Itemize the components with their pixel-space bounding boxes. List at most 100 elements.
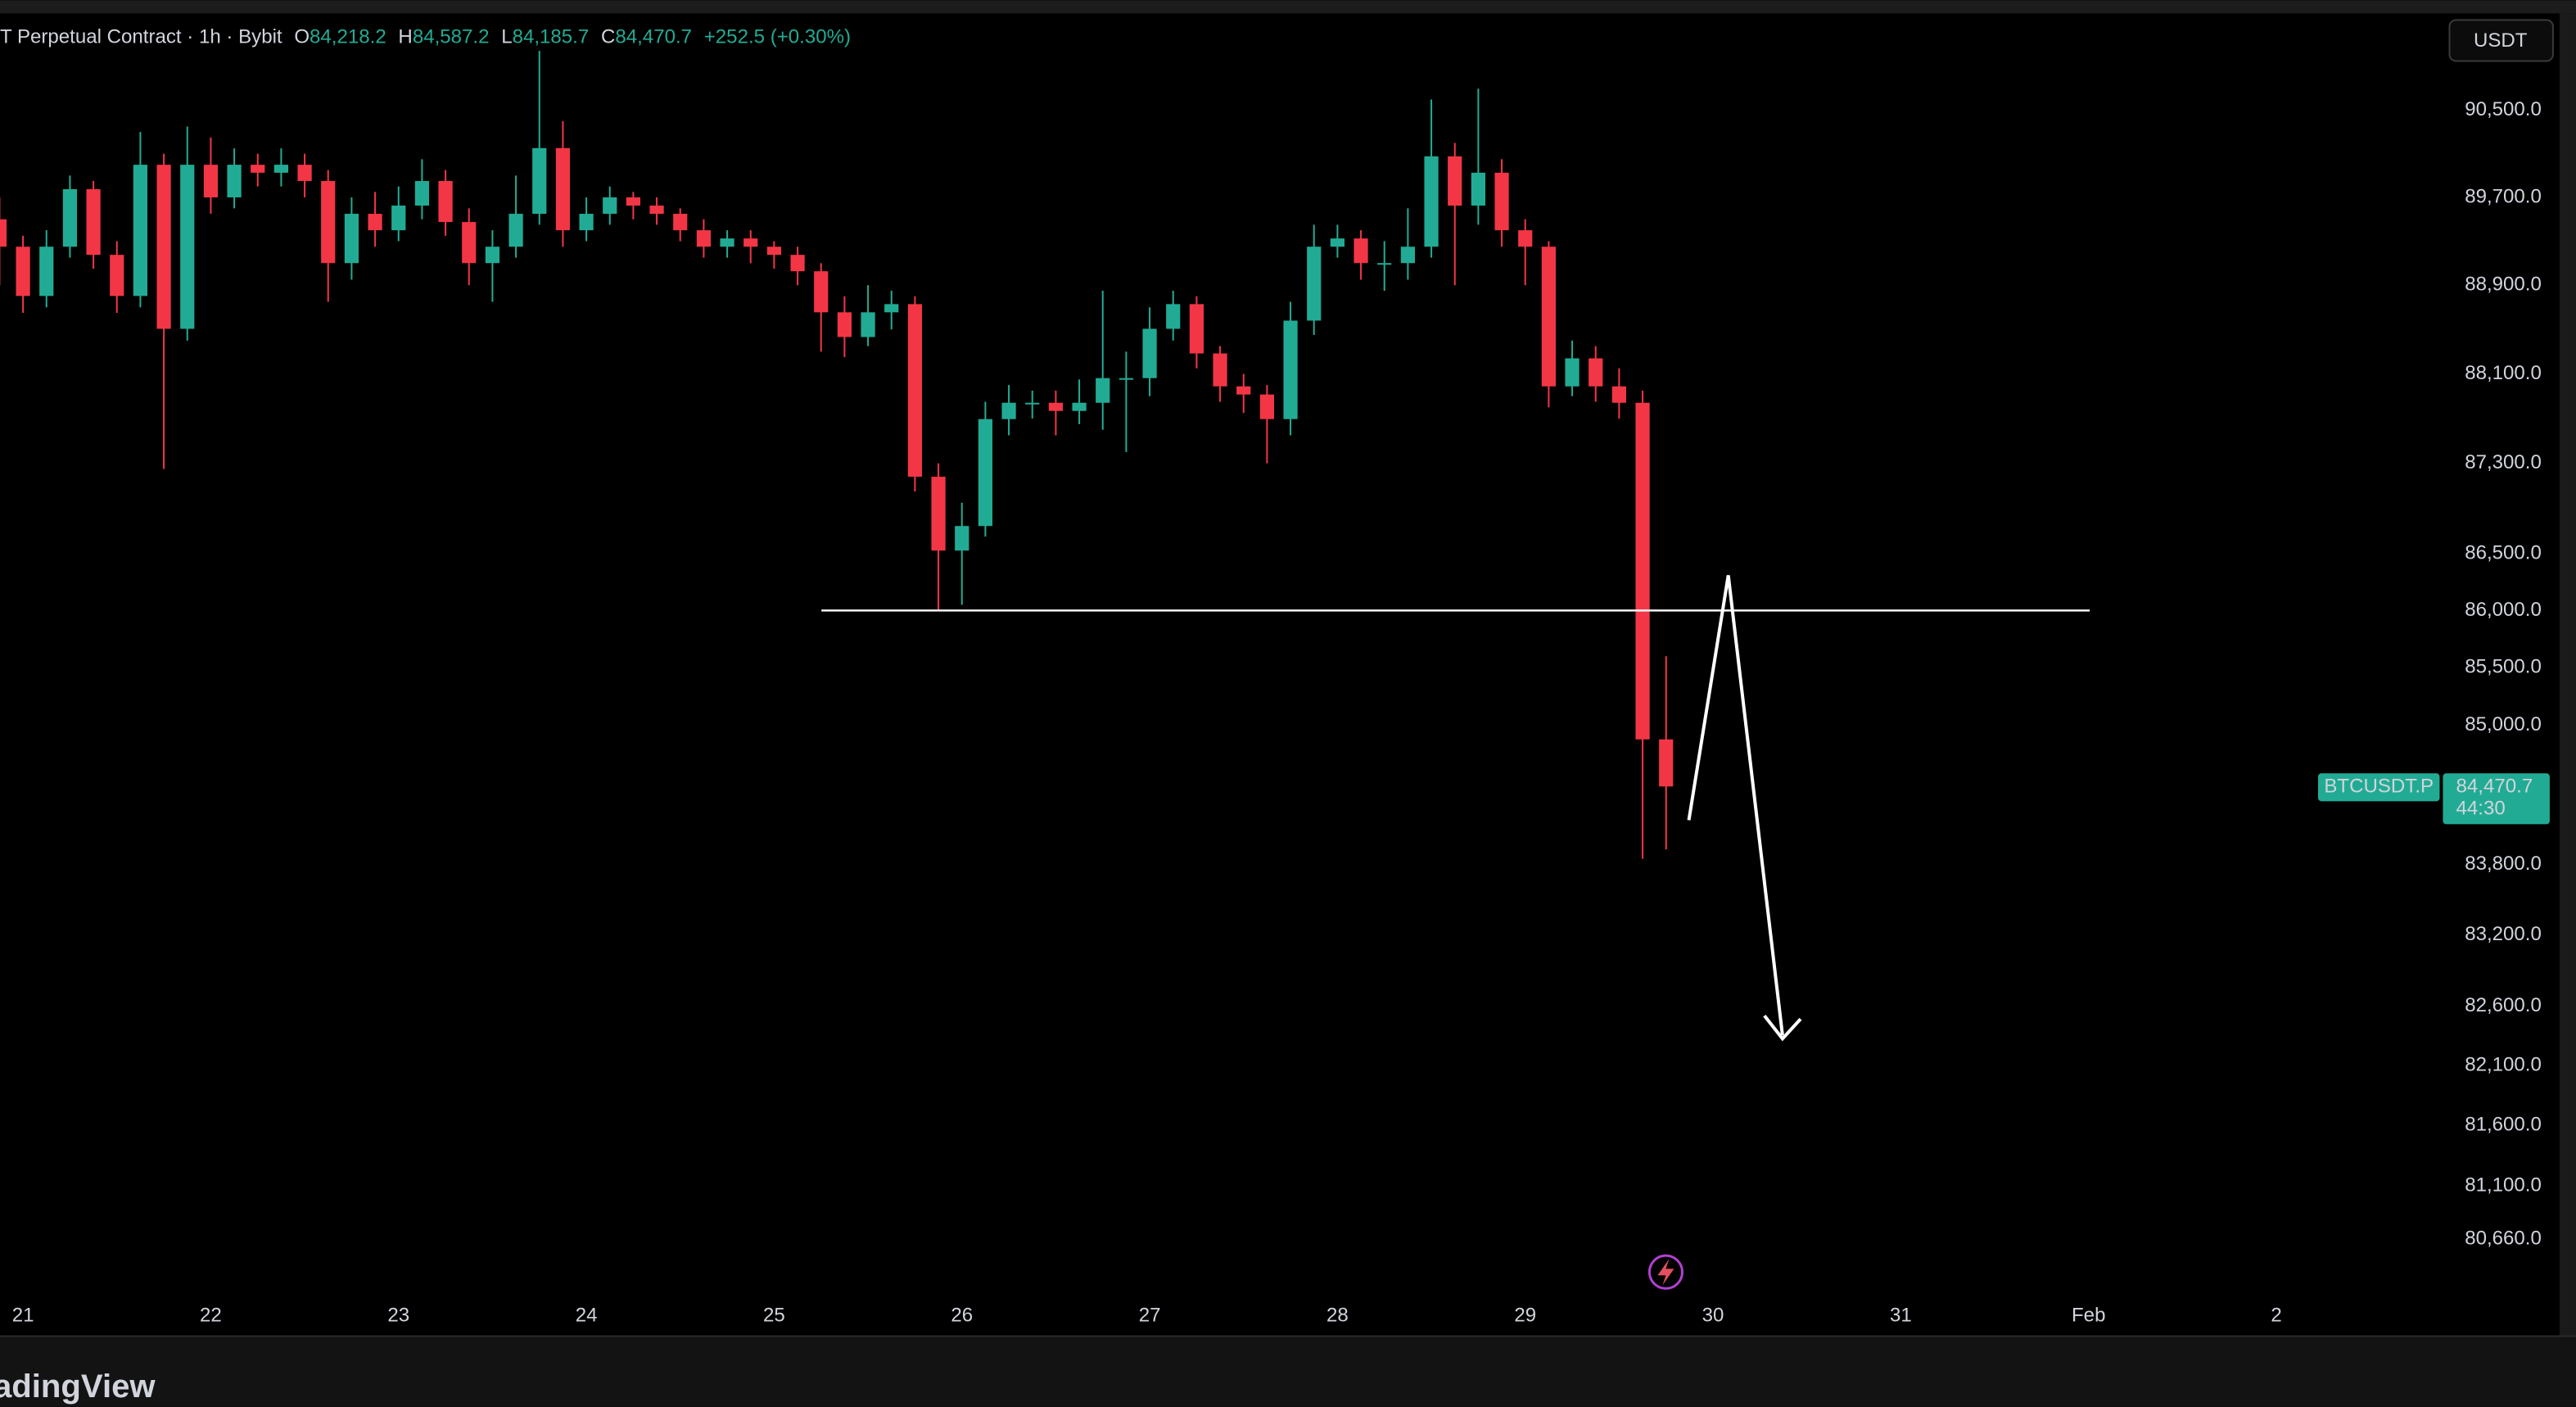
candle-body	[1283, 320, 1298, 419]
candle-body	[743, 238, 758, 247]
x-tick-label: 28	[1326, 1305, 1349, 1327]
candle-body	[837, 312, 852, 337]
countdown: 44:30	[2456, 798, 2506, 820]
lightning-icon[interactable]	[1647, 1254, 1684, 1290]
candle-body	[321, 181, 336, 264]
l-value: 84,185.7	[513, 26, 590, 48]
icon-ring[interactable]	[1647, 1254, 1684, 1290]
candle-body	[485, 247, 500, 264]
candle-body	[673, 214, 688, 231]
x-tick-label: 30	[1702, 1305, 1724, 1327]
candle-body	[1048, 402, 1064, 411]
candle-body	[1119, 378, 1134, 380]
candle-body	[414, 181, 430, 206]
candle-body	[1518, 230, 1533, 247]
candle-body	[1541, 247, 1556, 387]
o-label: O	[294, 26, 310, 48]
icon-bolt[interactable]	[1657, 1259, 1674, 1286]
x-tick-label: 2	[2271, 1305, 2281, 1327]
candle-body	[1471, 172, 1485, 206]
candle-body	[86, 189, 101, 256]
y-tick-label: 81,600.0	[2465, 1114, 2542, 1136]
candle-body	[1635, 402, 1650, 740]
candle-body	[907, 304, 923, 477]
bottom-strip	[0, 1336, 2576, 1407]
c-value: 84,470.7	[615, 26, 692, 48]
candle-body	[0, 219, 7, 247]
y-tick-label: 80,660.0	[2465, 1227, 2542, 1249]
x-tick-label: 22	[200, 1305, 222, 1327]
candle-body	[1166, 304, 1181, 329]
price-tag: 84,470.7	[2456, 776, 2533, 798]
candle-body	[156, 165, 171, 329]
candle-body	[16, 247, 30, 296]
forecast-arrow	[1687, 575, 1802, 1042]
candle-body	[273, 165, 289, 173]
arrow-path	[1687, 575, 1784, 1036]
y-tick-label: 82,600.0	[2465, 994, 2542, 1016]
right-strip	[2559, 13, 2576, 1341]
candle-body	[579, 214, 594, 231]
price-tag-box	[2443, 773, 2550, 825]
symbol-tag-box	[2317, 773, 2440, 802]
candle-body	[368, 214, 382, 231]
candle-body	[110, 255, 124, 296]
candle-body	[39, 247, 54, 296]
candle-body	[62, 189, 78, 247]
candle-body	[344, 214, 359, 264]
symbol-tag: BTCUSDT.P	[2324, 776, 2434, 798]
candle-body	[532, 147, 547, 215]
candle-body	[227, 165, 242, 198]
x-tick-label: 21	[12, 1305, 34, 1327]
symbol-info: T Perpetual Contract · 1h · Bybit	[0, 26, 282, 48]
candle-body	[438, 181, 453, 223]
x-tick-label: 26	[951, 1305, 973, 1327]
y-tick-label: 85,000.0	[2465, 713, 2542, 735]
y-tick-label: 90,500.0	[2465, 98, 2542, 120]
candle-body	[603, 197, 617, 215]
candle-body	[1096, 378, 1110, 403]
x-tick-label: 24	[576, 1305, 598, 1327]
candle-body	[1330, 238, 1345, 247]
candle-body	[931, 477, 946, 551]
candle-body	[508, 214, 523, 247]
candle-body	[649, 206, 664, 215]
candle-body	[1189, 304, 1204, 354]
candle-body	[1377, 263, 1392, 265]
candle-body	[1142, 328, 1157, 378]
candle-body	[1565, 358, 1579, 387]
y-tick-label: 83,200.0	[2465, 923, 2542, 945]
l-label: L	[501, 26, 512, 48]
y-tick-label: 81,100.0	[2465, 1174, 2542, 1196]
y-tick-label: 87,300.0	[2465, 451, 2542, 473]
candle-body	[766, 247, 782, 256]
arrow-head	[1763, 1014, 1802, 1042]
candle-body	[814, 271, 829, 313]
c-label: C	[601, 26, 615, 48]
candle-body	[1072, 402, 1087, 411]
currency-button-frame[interactable]	[2448, 19, 2554, 62]
x-tick-label: Feb	[2072, 1305, 2105, 1327]
brand-logo: adingView	[0, 1368, 156, 1405]
candle-body	[1354, 238, 1368, 264]
currency-button[interactable]: USDT	[2448, 19, 2554, 62]
candle-body	[884, 304, 899, 313]
candle-body	[1001, 402, 1016, 419]
plot: 90,500.0 89,700.0 88,900.0 88,100.0 87,300.0…	[0, 51, 2550, 1327]
candle-body	[203, 165, 219, 198]
h-value: 84,587.2	[413, 26, 490, 48]
candle-body	[861, 312, 875, 337]
candle-body	[1494, 172, 1509, 231]
y-tick-label: 85,500.0	[2465, 656, 2542, 678]
candle-body	[251, 165, 265, 173]
candle-body	[1659, 739, 1674, 787]
y-tick-label: 88,100.0	[2465, 362, 2542, 384]
y-tick-label: 88,900.0	[2465, 274, 2542, 296]
candle-body	[391, 206, 406, 231]
x-tick-label: 27	[1139, 1305, 1161, 1327]
h-label: H	[398, 26, 412, 48]
currency-label[interactable]: USDT	[2474, 29, 2528, 52]
candle-body	[1448, 156, 1462, 206]
